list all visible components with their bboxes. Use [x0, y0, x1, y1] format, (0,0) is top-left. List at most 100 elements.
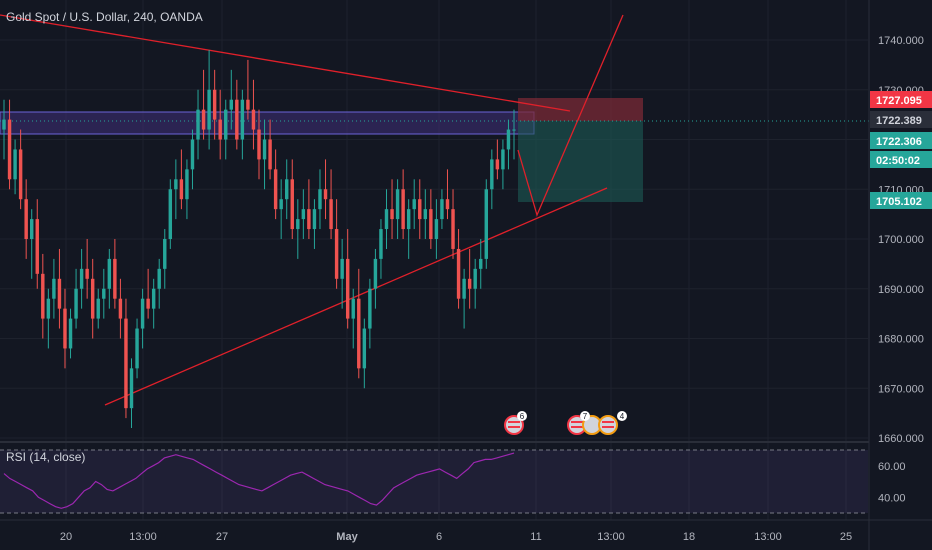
- candle-body: [434, 219, 439, 239]
- candle-body: [168, 189, 173, 239]
- candle-body: [207, 89, 211, 130]
- event-count: 7: [583, 412, 588, 421]
- us-flag-icon: [504, 415, 524, 435]
- candle-body: [406, 209, 411, 230]
- time-tick-label: 6: [436, 531, 442, 543]
- candle-body: [334, 229, 339, 279]
- event-marker-1[interactable]: 6: [504, 411, 527, 435]
- candle-body: [57, 278, 62, 309]
- rsi-axis-ticks: 60.00 40.00: [878, 461, 906, 505]
- price-tag-label: 02:50:02: [876, 155, 920, 167]
- candle-body: [262, 139, 267, 160]
- candle-body: [63, 308, 67, 349]
- us-flag-icon: [598, 415, 618, 435]
- candle-body: [423, 209, 428, 220]
- candle-body: [345, 258, 350, 319]
- candle-body: [473, 268, 477, 289]
- time-tick-label: 20: [60, 531, 72, 543]
- candle-body: [35, 219, 39, 274]
- price-tick-label: 1660.000: [878, 433, 924, 445]
- candle-body: [218, 119, 222, 140]
- event-marker-3[interactable]: 4: [598, 411, 627, 435]
- candle-body: [74, 288, 78, 319]
- candle-body: [190, 139, 195, 170]
- price-tick-label: 1670.000: [878, 383, 924, 395]
- candle-body: [41, 273, 45, 319]
- candle-body: [395, 189, 400, 220]
- candle-body: [251, 109, 256, 130]
- upper-trendline[interactable]: [0, 14, 571, 112]
- candle-body: [445, 199, 450, 210]
- event-marker-2[interactable]: 7: [567, 411, 602, 435]
- rsi-tick-label: 60.00: [878, 461, 906, 473]
- candle-body: [351, 298, 355, 319]
- candle-body: [390, 209, 394, 220]
- candle-body: [2, 119, 6, 130]
- event-count: 4: [620, 412, 625, 421]
- candle-body: [146, 298, 150, 309]
- time-tick-label: 13:00: [129, 531, 157, 543]
- candle-body: [140, 298, 145, 329]
- price-tick-label: 1690.000: [878, 284, 924, 296]
- candle-body: [24, 199, 28, 239]
- flag-stripe: [508, 426, 520, 428]
- rsi-label: RSI (14, close): [6, 450, 85, 464]
- candle-body: [279, 199, 283, 210]
- price-tag-label: 1722.389: [876, 115, 922, 127]
- projection-path[interactable]: [517, 14, 624, 217]
- candle-body: [384, 209, 389, 230]
- candle-body: [257, 129, 261, 160]
- candle-body: [329, 199, 333, 230]
- candle-body: [268, 139, 272, 170]
- flag-stripe: [508, 421, 520, 423]
- candle-body: [373, 258, 378, 289]
- price-tag-label: 1722.306: [876, 136, 922, 148]
- price-tag: [870, 111, 932, 128]
- take-profit-zone[interactable]: [518, 121, 643, 202]
- candle-body: [13, 149, 17, 180]
- candle-body: [462, 278, 466, 299]
- candle-body: [7, 119, 12, 180]
- candle-body: [512, 129, 516, 131]
- candle-body: [96, 298, 100, 319]
- rsi-line: [3, 452, 515, 509]
- price-tick-label: 1740.000: [878, 35, 924, 47]
- candle-body: [185, 169, 189, 200]
- candle-body: [323, 189, 328, 200]
- price-tick-label: 1680.000: [878, 334, 924, 346]
- time-tick-label: 11: [530, 531, 541, 543]
- price-tag: [870, 132, 932, 149]
- candle-body: [357, 298, 361, 369]
- candle-body: [224, 109, 228, 140]
- price-tag-label: 1727.095: [876, 95, 922, 107]
- candle-body: [107, 258, 112, 289]
- lower-trendline[interactable]: [104, 187, 608, 406]
- candle-body: [174, 179, 178, 190]
- time-tick-label: 13:00: [597, 531, 625, 543]
- candle-body: [412, 199, 416, 210]
- time-axis[interactable]: 20 13:00 27 May 6 11 13:00 18 13:00 25: [60, 531, 852, 543]
- price-tag: [870, 91, 932, 108]
- price-tag-label: 1705.102: [876, 196, 922, 208]
- candles: [2, 49, 516, 429]
- candle-body: [401, 189, 405, 230]
- candle-body: [246, 99, 250, 110]
- flag-stripe: [571, 421, 583, 423]
- time-tick-label: 18: [683, 531, 695, 543]
- time-tick-label: May: [336, 531, 358, 543]
- candle-body: [340, 258, 344, 279]
- resistance-zone[interactable]: [0, 111, 535, 135]
- price-tag: [870, 151, 932, 168]
- candle-body: [429, 209, 433, 239]
- candle-body: [312, 209, 317, 230]
- stop-loss-zone[interactable]: [518, 98, 643, 121]
- flag-stripe: [602, 421, 614, 423]
- candle-body: [90, 278, 95, 319]
- candle-body: [495, 159, 500, 170]
- candle-body: [501, 149, 505, 170]
- flag-stripe: [571, 426, 583, 428]
- rsi-band: [0, 450, 868, 513]
- candle-body: [229, 99, 234, 110]
- candle-body: [113, 258, 117, 299]
